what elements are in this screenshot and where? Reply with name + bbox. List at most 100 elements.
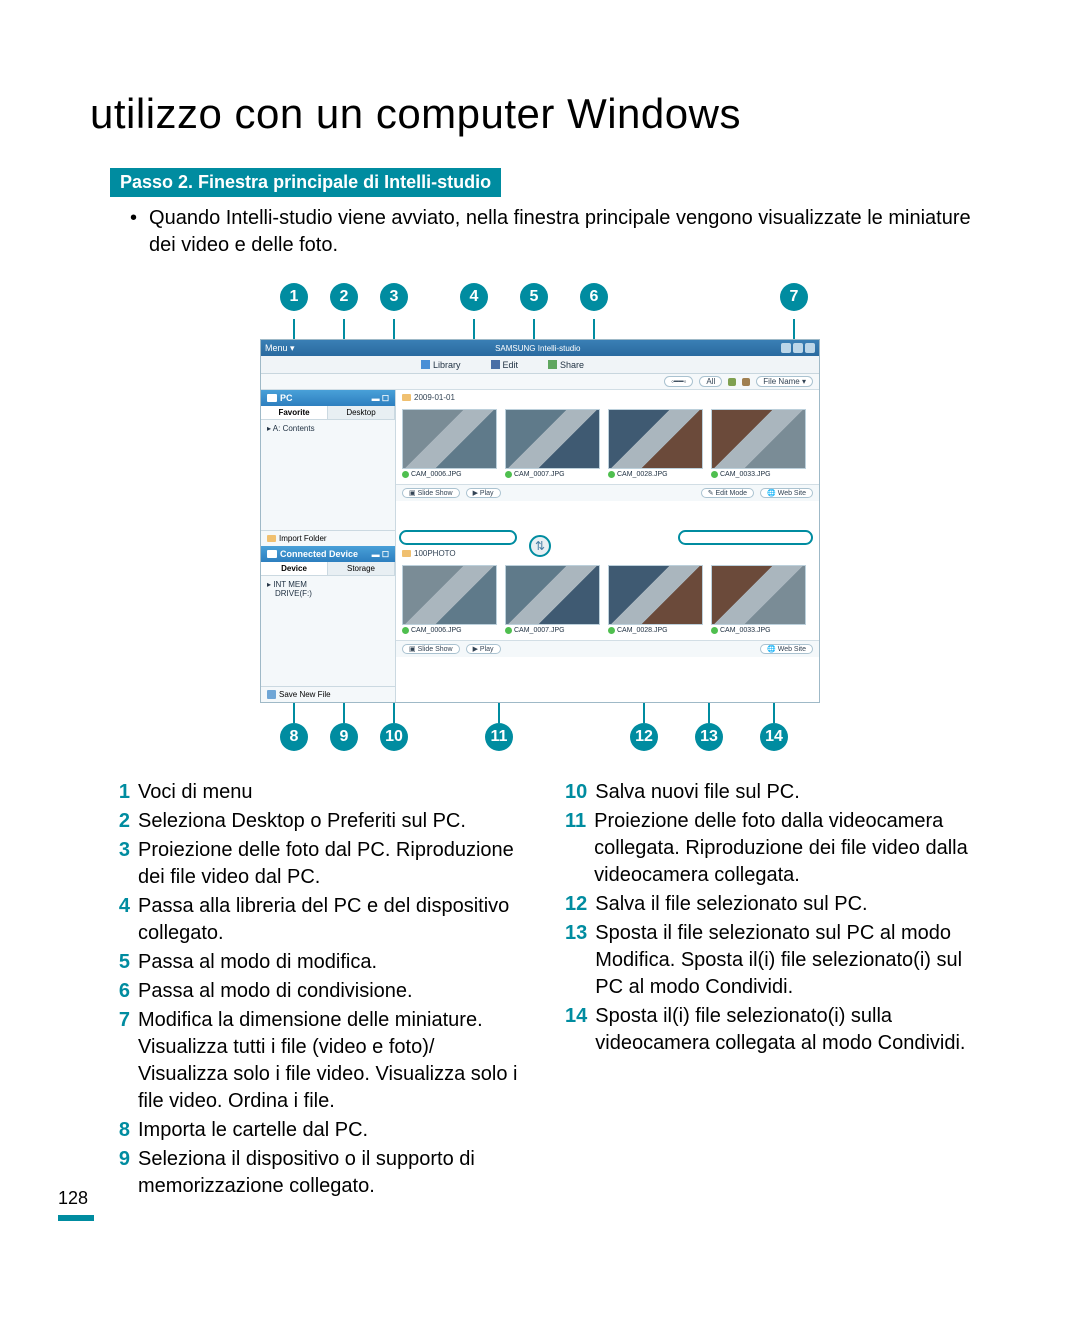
tree-item[interactable]: ▸ A: Contents [267, 424, 389, 433]
filter-all[interactable]: All [699, 376, 722, 387]
pc-tree: ▸ A: Contents [261, 420, 395, 530]
edit-icon [491, 360, 500, 369]
tab-share[interactable]: Share [548, 360, 584, 370]
folder-icon [402, 394, 411, 401]
thumbnail-image [505, 565, 600, 625]
slideshow-button[interactable]: ▣ Slide Show [402, 644, 460, 654]
status-dot-icon [505, 627, 512, 634]
thumbnail[interactable]: CAM_0007.JPG [505, 409, 600, 478]
tree-item[interactable]: DRIVE(F:) [267, 589, 389, 598]
play-button[interactable]: ▶ Play [466, 644, 501, 654]
import-folder-button[interactable]: Import Folder [261, 530, 395, 546]
legend-item-13: 13Sposta il file selezionato sul PC al m… [565, 920, 980, 1001]
editmode-button[interactable]: ✎ Edit Mode [701, 488, 754, 498]
legend-item-5: 5Passa al modo di modifica. [110, 949, 525, 976]
thumbnail[interactable]: CAM_0033.JPG [711, 565, 806, 634]
callout-10: 10 [380, 723, 408, 751]
pc-thumbs: CAM_0006.JPG CAM_0007.JPG CAM_0028.JPG CAM_… [396, 405, 819, 484]
website-button[interactable]: 🌐 Web Site [760, 644, 813, 654]
device-sidebar: Connected Device ▬ ☐ Device Storage ▸ IN… [261, 546, 396, 702]
callout-14: 14 [760, 723, 788, 751]
legend-text: Passa alla libreria del PC e del disposi… [138, 893, 525, 947]
collapse-icon[interactable]: ▬ ☐ [372, 550, 389, 559]
thumbnail-image [402, 409, 497, 469]
status-dot-icon [402, 471, 409, 478]
device-folder: 100PHOTO [396, 546, 819, 561]
tab-favorite[interactable]: Favorite [261, 406, 328, 419]
pc-panel-header: PC ▬ ☐ [261, 390, 395, 406]
legend-text: Passa al modo di condivisione. [138, 978, 525, 1005]
close-icon[interactable] [805, 343, 815, 353]
minimize-icon[interactable] [781, 343, 791, 353]
legend-text: Proiezione delle foto dal PC. Riproduzio… [138, 837, 525, 891]
tab-library[interactable]: Library [421, 360, 461, 370]
status-dot-icon [505, 471, 512, 478]
legend-item-9: 9Seleziona il dispositivo o il supporto … [110, 1146, 525, 1200]
device-main: 100PHOTO CAM_0006.JPG CAM_0007.JPG CAM_002… [396, 546, 819, 702]
play-button[interactable]: ▶ Play [466, 488, 501, 498]
tree-item[interactable]: ▸ INT MEM [267, 580, 389, 589]
thumbnail-image [608, 409, 703, 469]
legend-item-2: 2Seleziona Desktop o Preferiti sul PC. [110, 808, 525, 835]
callout-12: 12 [630, 723, 658, 751]
page-number: 128 [58, 1188, 88, 1209]
photo-filter-icon[interactable] [742, 378, 750, 386]
legend-number: 2 [110, 808, 138, 835]
thumbnail-caption: CAM_0028.JPG [608, 469, 703, 478]
thumbnail[interactable]: CAM_0007.JPG [505, 565, 600, 634]
callout-1: 1 [280, 283, 308, 311]
date-group: 2009-01-01 [396, 390, 819, 405]
thumbnail[interactable]: CAM_0028.JPG [608, 409, 703, 478]
pc-icon [267, 394, 277, 402]
section-heading: Passo 2. Finestra principale di Intelli-… [110, 168, 501, 197]
status-dot-icon [402, 627, 409, 634]
collapse-icon[interactable]: ▬ ☐ [372, 394, 389, 403]
transfer-arrow-icon[interactable]: ⇅ [529, 535, 551, 557]
intro-text: Quando Intelli-studio viene avviato, nel… [149, 205, 980, 259]
thumbnail[interactable]: CAM_0006.JPG [402, 409, 497, 478]
thumbnail[interactable]: CAM_0033.JPG [711, 409, 806, 478]
bullet-dot: • [130, 205, 137, 259]
thumb-size-slider[interactable]: ◦━━◦ [664, 376, 693, 387]
legend-text: Voci di menu [138, 779, 525, 806]
tab-edit[interactable]: Edit [491, 360, 519, 370]
tab-storage[interactable]: Storage [328, 562, 395, 575]
maximize-icon[interactable] [793, 343, 803, 353]
video-filter-icon[interactable] [728, 378, 736, 386]
tab-device[interactable]: Device [261, 562, 328, 575]
legend-right: 10Salva nuovi file sul PC.11Proiezione d… [565, 779, 980, 1202]
legend-number: 6 [110, 978, 138, 1005]
legend-number: 8 [110, 1117, 138, 1144]
legend-text: Passa al modo di modifica. [138, 949, 525, 976]
menu-button[interactable]: Menu ▾ [265, 343, 295, 354]
legend-text: Seleziona Desktop o Preferiti sul PC. [138, 808, 525, 835]
tab-desktop[interactable]: Desktop [328, 406, 395, 419]
thumbnail-caption: CAM_0007.JPG [505, 625, 600, 634]
thumbnail[interactable]: CAM_0028.JPG [608, 565, 703, 634]
thumbnail-caption: CAM_0007.JPG [505, 469, 600, 478]
thumbnail[interactable]: CAM_0006.JPG [402, 565, 497, 634]
thumbnail-caption: CAM_0006.JPG [402, 625, 497, 634]
status-dot-icon [608, 471, 615, 478]
callout-4: 4 [460, 283, 488, 311]
callout-7: 7 [780, 283, 808, 311]
legend-number: 7 [110, 1007, 138, 1115]
device-section: Connected Device ▬ ☐ Device Storage ▸ IN… [261, 546, 819, 702]
titlebar: Menu ▾ SAMSUNG Intelli-studio [261, 340, 819, 356]
slideshow-button[interactable]: ▣ Slide Show [402, 488, 460, 498]
thumbnail-caption: CAM_0028.JPG [608, 625, 703, 634]
folder-icon [402, 550, 411, 557]
legend-text: Salva il file selezionato sul PC. [595, 891, 980, 918]
device-icon [267, 550, 277, 558]
callout-5: 5 [520, 283, 548, 311]
legend-item-14: 14Sposta il(i) file selezionato(i) sulla… [565, 1003, 980, 1057]
website-button[interactable]: 🌐 Web Site [760, 488, 813, 498]
callout-3: 3 [380, 283, 408, 311]
legend-text: Proiezione delle foto dalla videocamera … [594, 808, 980, 889]
legend-number: 4 [110, 893, 138, 947]
sort-dropdown[interactable]: File Name ▾ [756, 376, 813, 387]
save-icon [267, 690, 276, 699]
save-new-file-button[interactable]: Save New File [261, 686, 395, 702]
intro-paragraph: • Quando Intelli-studio viene avviato, n… [0, 205, 1080, 259]
legend-left: 1Voci di menu2Seleziona Desktop o Prefer… [110, 779, 525, 1202]
